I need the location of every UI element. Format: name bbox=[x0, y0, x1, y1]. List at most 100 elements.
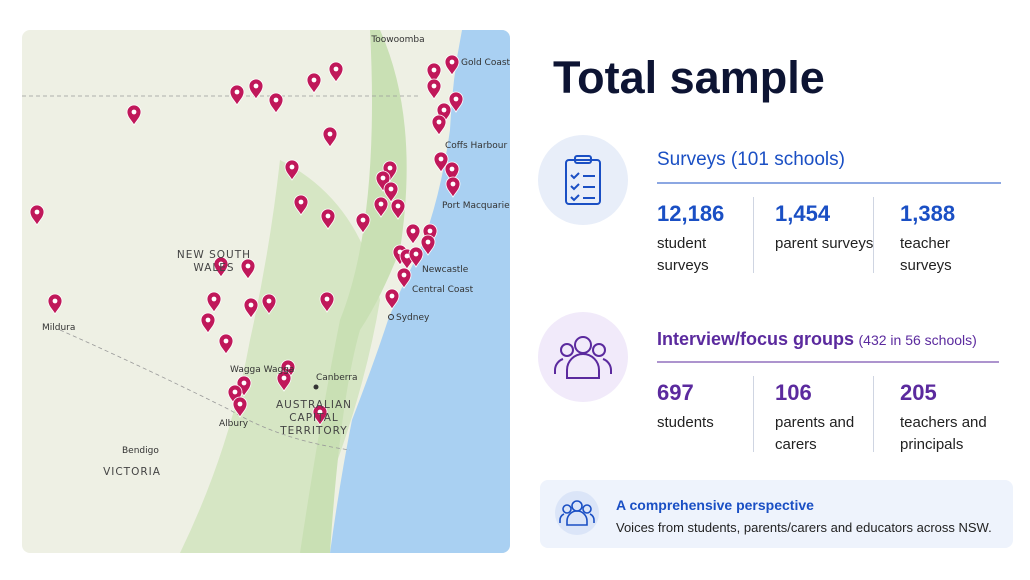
stat-value: 106 bbox=[775, 380, 812, 405]
place-label: Mildura bbox=[42, 323, 75, 333]
place-label: Coffs Harbour bbox=[445, 141, 507, 151]
stat: 205 teachers and principals bbox=[900, 380, 1010, 456]
section-heading: Interview/focus groups bbox=[657, 329, 855, 349]
pin bbox=[420, 234, 436, 256]
pin-dot bbox=[360, 217, 366, 223]
pin-dot bbox=[431, 83, 437, 89]
pin bbox=[312, 404, 328, 426]
pin-dot bbox=[449, 166, 455, 172]
callout-text: Voices from students, parents/carers and… bbox=[616, 520, 992, 535]
pin bbox=[248, 78, 264, 100]
place-label: Canberra bbox=[316, 373, 358, 383]
stat-label: parent surveys bbox=[775, 235, 874, 252]
pin bbox=[405, 223, 421, 245]
pin-dot bbox=[410, 228, 416, 234]
survey-icon-bg bbox=[538, 135, 628, 225]
pin-dot bbox=[52, 298, 58, 304]
pin bbox=[445, 176, 461, 198]
pin bbox=[444, 54, 460, 76]
pin bbox=[240, 258, 256, 280]
pin-dot bbox=[413, 251, 419, 257]
pin-dot bbox=[450, 181, 456, 187]
pin bbox=[390, 198, 406, 220]
pin bbox=[200, 312, 216, 334]
pin-dot bbox=[273, 97, 279, 103]
callout-box bbox=[540, 480, 1013, 548]
pin-dot bbox=[324, 296, 330, 302]
pin-dot bbox=[395, 203, 401, 209]
pin bbox=[293, 194, 309, 216]
pin bbox=[328, 61, 344, 83]
stat: 1,454 parent surveys bbox=[775, 201, 885, 255]
divider bbox=[753, 376, 754, 452]
pin-dot bbox=[441, 107, 447, 113]
callout-title: A comprehensive perspective bbox=[616, 497, 814, 513]
region-label: WALES bbox=[193, 262, 234, 274]
pin bbox=[355, 212, 371, 234]
divider bbox=[753, 197, 754, 273]
stat-label: teachers and principals bbox=[900, 414, 987, 453]
pin bbox=[268, 92, 284, 114]
stat: 697 students bbox=[657, 380, 767, 434]
pin-dot bbox=[34, 209, 40, 215]
place-label: Sydney bbox=[396, 313, 430, 323]
stat-label: student surveys bbox=[657, 235, 709, 274]
pin-dot bbox=[211, 296, 217, 302]
place-label: Wagga Wagga bbox=[230, 365, 294, 375]
stat: 106 parents and carers bbox=[775, 380, 885, 456]
region-label: TERRITORY bbox=[279, 425, 347, 437]
pin-dot bbox=[325, 213, 331, 219]
pin-dot bbox=[253, 83, 259, 89]
pin bbox=[261, 293, 277, 315]
pin-dot bbox=[205, 317, 211, 323]
pin-dot bbox=[388, 186, 394, 192]
map: Toowoomba Gold Coast Coffs Harbour Port … bbox=[22, 30, 510, 553]
place-label: Bendigo bbox=[122, 446, 159, 456]
section-subheading: (432 in 56 schools) bbox=[858, 332, 977, 348]
interview-icon bbox=[554, 336, 612, 379]
pin-dot bbox=[401, 272, 407, 278]
place-label: Albury bbox=[219, 419, 249, 429]
stat-label: teacher surveys bbox=[900, 235, 952, 274]
place-label: Newcastle bbox=[422, 265, 469, 275]
region-label: NEW SOUTH bbox=[177, 249, 251, 261]
section-heading-wrap: Interview/focus groups (432 in 56 school… bbox=[657, 329, 977, 350]
pin bbox=[384, 288, 400, 310]
callout-icon-bg bbox=[555, 491, 599, 535]
pin bbox=[47, 293, 63, 315]
pin-dot bbox=[218, 261, 224, 267]
pin-dot bbox=[431, 67, 437, 73]
pin bbox=[444, 161, 460, 183]
pin bbox=[306, 72, 322, 94]
pin bbox=[284, 159, 300, 181]
pin bbox=[218, 333, 234, 355]
place-label: Port Macquarie bbox=[442, 201, 510, 211]
pin bbox=[243, 297, 259, 319]
divider bbox=[873, 376, 874, 452]
pin bbox=[276, 370, 292, 392]
pin bbox=[448, 91, 464, 113]
terrain bbox=[300, 30, 407, 553]
region-label: VICTORIA bbox=[103, 466, 161, 478]
pin-dot bbox=[131, 109, 137, 115]
stat: 1,388 teacher surveys bbox=[900, 201, 1010, 277]
pin-dot bbox=[223, 338, 229, 344]
pin-dot bbox=[281, 375, 287, 381]
stat: 12,186 student surveys bbox=[657, 201, 767, 277]
pin-dot bbox=[438, 156, 444, 162]
pin-dot bbox=[380, 175, 386, 181]
pin bbox=[206, 291, 222, 313]
pin-dot bbox=[266, 298, 272, 304]
pin-dot bbox=[248, 302, 254, 308]
pin-dot bbox=[425, 239, 431, 245]
pin-dot bbox=[378, 201, 384, 207]
pin-dot bbox=[237, 401, 243, 407]
pin bbox=[373, 196, 389, 218]
pin-dot bbox=[387, 165, 393, 171]
pin bbox=[229, 84, 245, 106]
pin bbox=[426, 78, 442, 100]
pin bbox=[396, 267, 412, 289]
city-dot bbox=[313, 384, 319, 390]
pin-dot bbox=[333, 66, 339, 72]
